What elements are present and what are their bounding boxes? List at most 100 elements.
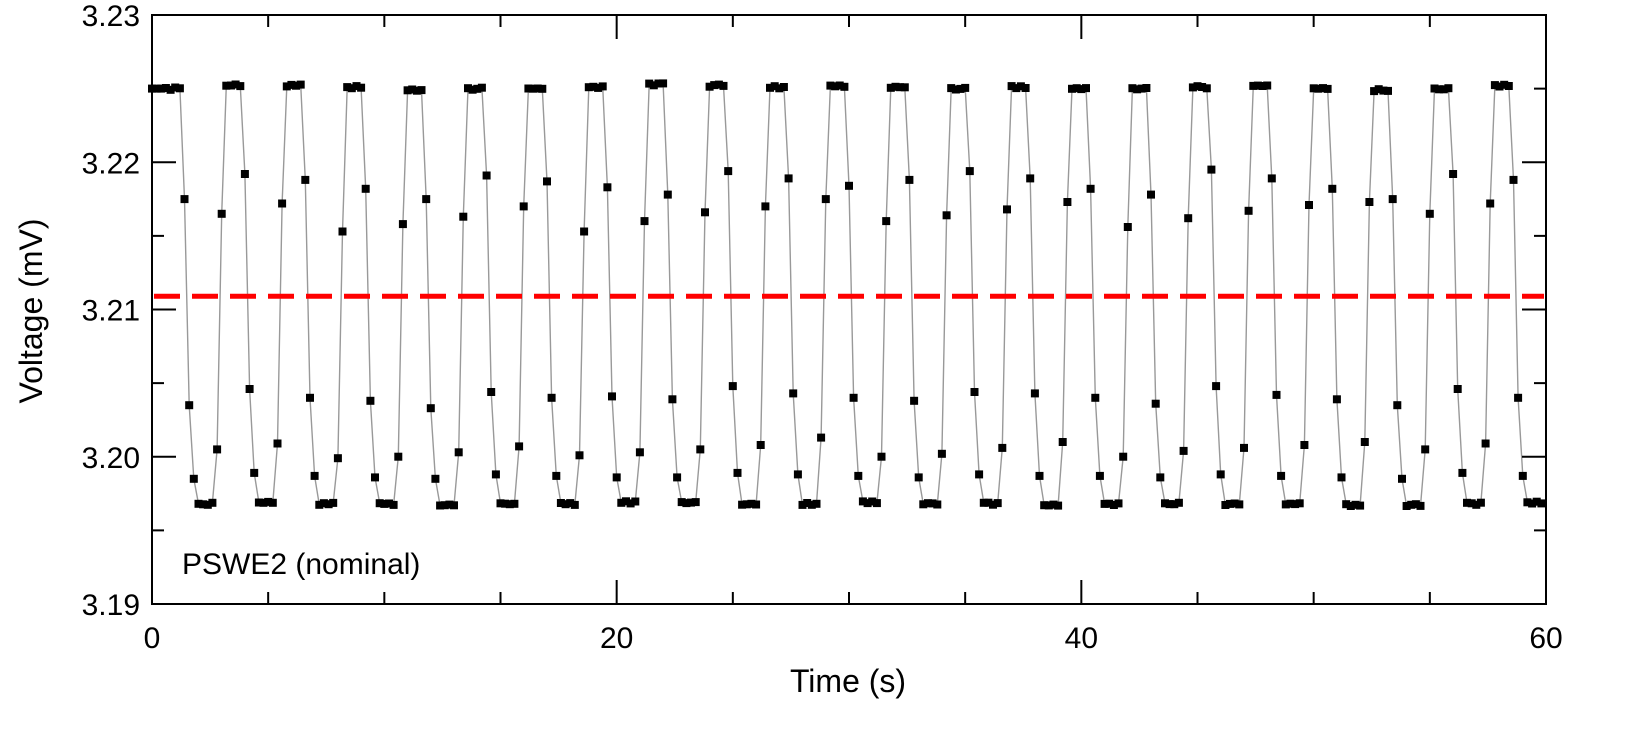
data-point bbox=[696, 445, 705, 454]
data-point bbox=[547, 393, 556, 402]
data-point bbox=[1314, 84, 1323, 93]
data-point bbox=[784, 174, 793, 183]
data-point bbox=[333, 454, 342, 463]
data-point bbox=[1040, 501, 1049, 510]
data-point bbox=[264, 497, 273, 506]
data-point bbox=[213, 445, 222, 454]
plot-area-border bbox=[151, 14, 1547, 605]
data-point bbox=[464, 84, 472, 93]
data-point bbox=[714, 80, 723, 89]
data-point bbox=[965, 167, 974, 176]
data-point bbox=[398, 220, 407, 229]
data-point bbox=[1235, 500, 1244, 509]
data-point bbox=[1202, 84, 1211, 93]
data-point bbox=[1458, 468, 1467, 477]
data-point bbox=[845, 181, 853, 190]
data-point bbox=[826, 81, 835, 90]
data-point bbox=[515, 442, 524, 451]
data-point bbox=[1360, 438, 1369, 446]
data-point bbox=[858, 497, 867, 506]
data-point bbox=[524, 84, 533, 93]
data-point bbox=[208, 498, 217, 507]
data-point bbox=[1444, 84, 1453, 93]
data-point bbox=[682, 499, 691, 508]
data-point bbox=[1281, 500, 1290, 509]
data-point bbox=[914, 473, 923, 482]
data-point bbox=[1453, 385, 1462, 393]
data-point bbox=[454, 448, 463, 457]
data-point bbox=[789, 389, 798, 398]
x-tick-label: 0 bbox=[144, 622, 161, 655]
data-point bbox=[891, 82, 900, 91]
data-point bbox=[329, 498, 338, 507]
data-point bbox=[747, 499, 756, 508]
data-point bbox=[189, 474, 198, 483]
data-point bbox=[1430, 84, 1439, 93]
data-point bbox=[580, 227, 589, 236]
data-point bbox=[347, 84, 356, 93]
data-point bbox=[970, 388, 979, 396]
data-point bbox=[389, 500, 398, 509]
data-point bbox=[1411, 500, 1420, 509]
data-point bbox=[1328, 184, 1337, 193]
data-point bbox=[408, 85, 417, 94]
data-point bbox=[1044, 501, 1053, 510]
data-point bbox=[989, 500, 997, 509]
data-point bbox=[166, 85, 175, 94]
data-point bbox=[1351, 500, 1360, 509]
data-point bbox=[185, 401, 194, 410]
data-point bbox=[343, 83, 352, 92]
data-point bbox=[236, 82, 245, 91]
data-point bbox=[1109, 501, 1118, 509]
data-point bbox=[324, 500, 333, 509]
data-point bbox=[1095, 471, 1104, 480]
data-point bbox=[319, 499, 328, 508]
data-point bbox=[1105, 499, 1114, 508]
data-point bbox=[775, 84, 784, 93]
data-point bbox=[1500, 80, 1509, 89]
data-point bbox=[872, 499, 881, 508]
data-point bbox=[417, 86, 426, 95]
data-point bbox=[1537, 499, 1546, 508]
data-point bbox=[761, 202, 770, 211]
data-point bbox=[371, 473, 379, 482]
data-point bbox=[394, 452, 403, 461]
data-point bbox=[752, 500, 761, 509]
data-point bbox=[1216, 470, 1225, 479]
data-point bbox=[1007, 82, 1016, 91]
data-point bbox=[1184, 214, 1193, 223]
data-point bbox=[273, 439, 282, 448]
data-point bbox=[849, 393, 858, 402]
data-point bbox=[1509, 175, 1518, 184]
data-point bbox=[1193, 82, 1202, 91]
data-point bbox=[268, 498, 277, 507]
data-point bbox=[1267, 174, 1276, 183]
data-point bbox=[724, 167, 733, 176]
data-point bbox=[603, 183, 612, 192]
data-point bbox=[998, 443, 1007, 452]
data-point bbox=[231, 80, 240, 89]
data-point bbox=[352, 82, 361, 91]
data-point bbox=[543, 177, 551, 186]
data-point bbox=[1449, 170, 1458, 178]
data-point bbox=[979, 498, 988, 507]
data-point bbox=[566, 499, 575, 508]
data-point bbox=[301, 175, 310, 184]
data-point bbox=[1072, 84, 1081, 93]
data-point bbox=[756, 441, 765, 449]
data-point bbox=[1472, 500, 1481, 509]
data-points bbox=[148, 79, 1546, 510]
data-point bbox=[668, 395, 677, 404]
data-point bbox=[928, 499, 937, 508]
data-point bbox=[375, 499, 384, 508]
data-point bbox=[1258, 82, 1267, 90]
axis-ticks bbox=[151, 14, 1547, 605]
data-point bbox=[1342, 500, 1351, 509]
data-point bbox=[598, 82, 607, 91]
data-point bbox=[1114, 499, 1123, 508]
data-point bbox=[1481, 439, 1490, 448]
data-point bbox=[468, 85, 477, 94]
data-point bbox=[617, 498, 626, 507]
data-point bbox=[1374, 85, 1383, 94]
data-point bbox=[487, 388, 496, 396]
